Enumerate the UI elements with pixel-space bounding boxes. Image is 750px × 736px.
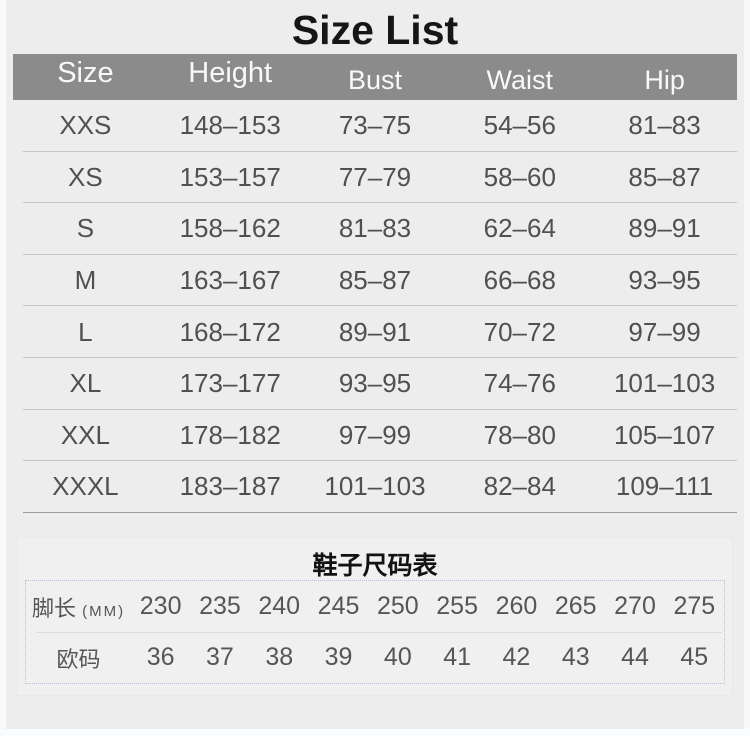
eu-size-cell: 43 — [561, 643, 590, 672]
foot-length-cell: 275 — [673, 592, 716, 621]
measurement-cell: 97–99 — [628, 316, 701, 347]
size-label-cell: XXS — [59, 110, 112, 141]
eu-size-cell: 45 — [680, 643, 709, 672]
size-label-cell: XL — [69, 368, 102, 399]
eu-size-row: 欧码 36 37 38 39 40 41 42 43 44 45 — [26, 633, 724, 683]
eu-size-cell: 37 — [206, 643, 234, 672]
measurement-cell: 77–79 — [338, 161, 412, 192]
measurement-cell: 66–68 — [483, 265, 556, 296]
foot-length-cell: 260 — [495, 592, 538, 621]
column-header-hip: Hip — [644, 64, 685, 95]
size-label-cell: XS — [68, 161, 103, 192]
measurement-cell: 183–187 — [179, 471, 281, 502]
size-label-cell: XXXL — [52, 471, 119, 502]
shoe-row-divider — [36, 631, 722, 633]
measurement-cell: 101–103 — [613, 368, 716, 399]
measurement-cell: 89–91 — [338, 316, 412, 347]
measurement-cell: 85–87 — [338, 265, 412, 296]
page-title: Size List — [291, 7, 459, 53]
shoe-table-title: 鞋子尺码表 — [312, 551, 438, 580]
size-label-cell: XXL — [60, 419, 110, 450]
measurement-cell: 153–157 — [179, 161, 281, 192]
measurement-cell: 97–99 — [338, 419, 412, 450]
size-row-m: M 163–167 85–87 66–68 93–95 — [13, 255, 737, 307]
size-row-s: S 158–162 81–83 62–64 89–91 — [13, 203, 737, 255]
measurement-cell: 89–91 — [628, 213, 701, 244]
measurement-cell: 93–95 — [628, 265, 701, 296]
size-table-header: Size Height Bust Waist Hip — [13, 54, 737, 100]
foot-length-label-text: 脚长 — [31, 595, 76, 621]
shoe-size-table: 脚长 (MM) 230 235 240 245 250 255 260 265 270 275 欧… — [25, 579, 725, 684]
foot-length-cell: 240 — [258, 592, 301, 621]
eu-size-cell: 41 — [443, 643, 472, 672]
size-row-l: L 168–172 89–91 70–72 97–99 — [13, 306, 737, 358]
size-row-xxxl: XXXL 183–187 101–103 82–84 109–111 — [13, 461, 737, 513]
measurement-cell: 105–107 — [613, 419, 716, 450]
measurement-cell: 178–182 — [179, 419, 281, 450]
measurement-cell: 58–60 — [483, 161, 556, 192]
eu-size-label: 欧码 — [26, 642, 131, 674]
measurement-cell: 82–84 — [483, 471, 556, 502]
measurement-cell: 148–153 — [179, 110, 281, 141]
foot-length-cell: 265 — [554, 592, 597, 621]
eu-size-cell: 39 — [324, 643, 353, 672]
foot-length-cell: 250 — [376, 592, 419, 621]
foot-length-cell: 245 — [317, 592, 360, 621]
size-row-xxs: XXS 148–153 73–75 54–56 81–83 — [13, 100, 737, 152]
eu-size-cell: 42 — [502, 643, 531, 672]
foot-length-cell: 230 — [139, 592, 182, 621]
foot-length-label: 脚长 (MM) — [26, 591, 131, 623]
measurement-cell: 81–83 — [338, 213, 412, 244]
measurement-cell: 81–83 — [628, 110, 701, 141]
measurement-cell: 101–103 — [324, 471, 426, 502]
measurement-cell: 163–167 — [179, 265, 281, 296]
column-header-bust: Bust — [347, 64, 402, 95]
size-row-xl: XL 173–177 93–95 74–76 101–103 — [13, 358, 737, 410]
measurement-cell: 70–72 — [483, 316, 556, 347]
measurement-cell: 93–95 — [338, 368, 412, 399]
measurement-cell: 78–80 — [483, 419, 556, 450]
eu-size-cell: 40 — [383, 643, 412, 672]
eu-size-label-text: 欧码 — [56, 646, 101, 672]
shoe-size-section: 鞋子尺码表 脚长 (MM) 230 235 240 245 250 255 260 265 27… — [17, 536, 733, 696]
measurement-cell: 62–64 — [483, 213, 556, 244]
foot-length-cell: 255 — [436, 592, 478, 621]
foot-length-unit: (MM) — [82, 602, 126, 620]
measurement-cell: 85–87 — [628, 161, 701, 192]
eu-size-cell: 44 — [621, 643, 649, 672]
column-header-waist: Waist — [486, 64, 554, 95]
size-label-cell: S — [76, 213, 95, 244]
size-row-xs: XS 153–157 77–79 58–60 85–87 — [13, 152, 737, 204]
column-header-size: Size — [57, 56, 114, 89]
size-label-cell: M — [74, 265, 97, 296]
measurement-cell: 173–177 — [179, 368, 281, 399]
foot-length-cell: 270 — [614, 592, 656, 621]
measurement-cell: 74–76 — [483, 368, 556, 399]
measurement-cell: 54–56 — [483, 110, 556, 141]
measurement-cell: 109–111 — [615, 471, 714, 502]
foot-length-row: 脚长 (MM) 230 235 240 245 250 255 260 265 270 275 — [26, 582, 724, 632]
size-row-xxl: XXL 178–182 97–99 78–80 105–107 — [13, 410, 737, 462]
column-header-height: Height — [188, 56, 273, 89]
size-table-body: XXS 148–153 73–75 54–56 81–83 XS 153–157 77–79 5… — [13, 100, 737, 513]
size-label-cell: L — [78, 316, 93, 347]
eu-size-cell: 38 — [265, 643, 294, 672]
size-table: Size Height Bust Waist Hip XXS 148–153 73–75 54… — [0, 54, 750, 513]
page-bottom-edge — [0, 729, 750, 736]
measurement-cell: 158–162 — [179, 213, 281, 244]
measurement-cell: 168–172 — [179, 316, 281, 347]
foot-length-cell: 235 — [199, 592, 241, 621]
eu-size-cell: 36 — [146, 643, 175, 672]
measurement-cell: 73–75 — [338, 110, 412, 141]
